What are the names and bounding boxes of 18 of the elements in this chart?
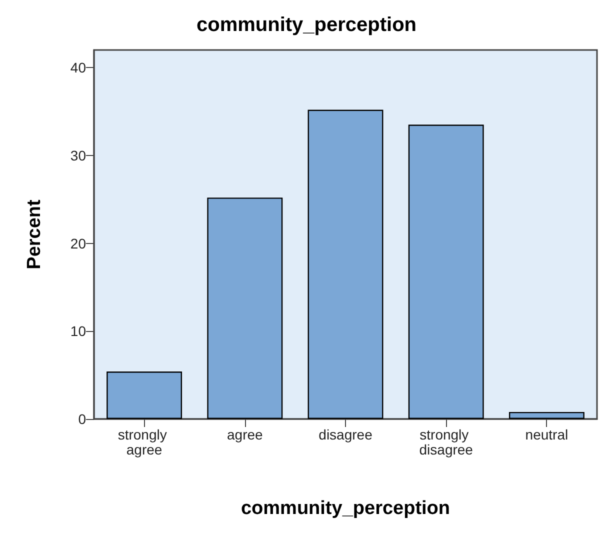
y-tick-label: 20 — [70, 235, 86, 252]
y-tick-label: 30 — [70, 147, 86, 164]
bar — [106, 372, 182, 419]
chart-title: community_perception — [196, 14, 417, 36]
bar — [308, 110, 384, 419]
x-tick-label: strongly agree — [118, 426, 171, 458]
y-tick-label: 10 — [70, 323, 86, 340]
y-tick-label: 0 — [78, 411, 86, 427]
x-tick-label: agree — [226, 426, 264, 442]
x-tick-label: strongly disagree — [419, 426, 474, 458]
x-axis-title: community_perception — [240, 498, 450, 519]
bar — [508, 412, 584, 419]
x-tick-label: disagree — [318, 426, 373, 442]
bar — [408, 124, 484, 419]
x-tick-label: neutral — [525, 426, 568, 442]
y-tick-label: 40 — [70, 60, 86, 76]
bar — [207, 198, 283, 419]
y-axis-title: Percent — [24, 198, 45, 270]
